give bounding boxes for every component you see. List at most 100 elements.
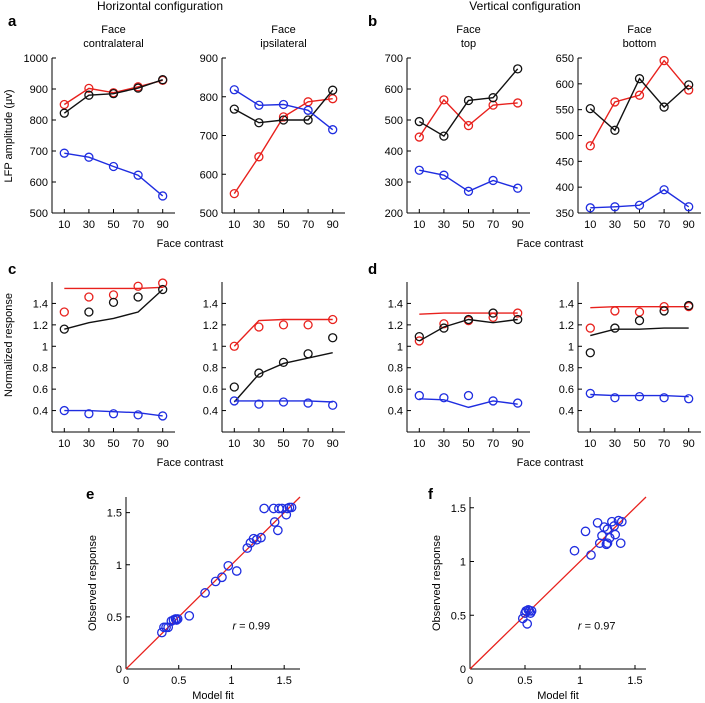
data-point-black-a1 [84,90,94,100]
y-tick-label-a2: 500 [200,208,218,220]
x-tick-label-d1: 30 [438,438,450,450]
y-tick-label-c1: 1 [42,341,48,353]
y-tick-label-f: 0 [460,664,466,676]
data-point-black-b1 [439,131,449,141]
y-tick-label-b2: 550 [556,105,574,117]
chart-e: 0 0.5 1 1.5 0 0.5 1 1.5 Model fit Observed respon… [87,496,301,702]
scatter-point-e [172,614,183,624]
ylabel-f: Observed response [431,535,443,631]
y-tick-label-b1: 500 [385,115,403,127]
series-line-red-c1 [64,286,163,290]
scatter-point-f [522,618,533,629]
chart-a1: 500 600 700 800 900 1000 10 30 50 70 90 Face contral… [24,24,175,231]
x-tick-label-a1: 90 [157,219,169,231]
x-tick-label-c2: 30 [253,438,265,450]
data-point-blue-b1 [488,175,498,186]
x-tick-label-d1: 10 [413,438,425,450]
y-tick-label-c2: 1.4 [203,298,218,310]
data-point-black-b1 [488,93,498,103]
data-point-blue-b2 [585,203,595,213]
x-tick-label-d2: 90 [683,438,695,450]
data-point-red-c2 [229,341,239,351]
x-tick-label-d1: 90 [512,438,524,450]
data-point-red-d2 [634,307,645,317]
data-point-red-d1 [513,308,523,318]
chart-a2: 500 600 700 800 900 10 30 50 70 90 Face ipsilateral [200,24,345,231]
scatter-point-e [268,503,279,514]
data-point-black-a1 [108,89,119,99]
panel-letter-d: d [368,261,377,278]
x-tick-label-c2: 90 [327,438,339,450]
data-point-blue-c1 [133,410,143,420]
data-point-blue-d2 [684,394,694,404]
scatter-point-e [200,588,210,598]
scatter-point-f [604,532,615,543]
data-point-black-b1 [513,64,523,74]
data-point-black-b2 [659,102,669,112]
x-tick-label-f: 0 [467,675,473,687]
y-tick-label-b1: 700 [385,53,403,65]
y-tick-label-e: 1.5 [107,508,122,520]
r-annotation-e: r = 0.99 [232,620,270,632]
x-tick-label-b2: 70 [658,219,670,231]
x-tick-label-b1: 90 [512,219,524,231]
x-tick-label-b2: 10 [584,219,596,231]
y-tick-label-b1: 200 [385,208,403,220]
scatter-point-f [610,529,621,540]
xlabel-e: Model fit [192,690,234,702]
scatter-point-e [256,532,266,543]
data-point-blue-a2 [278,99,289,110]
x-tick-label-f: 1 [577,675,583,687]
x-tick-label-e: 1.5 [277,675,292,687]
data-point-blue-a2 [229,85,239,95]
y-tick-label-d1: 1.2 [388,320,403,332]
data-point-blue-b2 [610,202,620,212]
data-point-red-d2 [659,301,669,312]
series-line-red-d1 [419,312,518,315]
chart-title-b1: Face [456,24,480,36]
series-line-blue-b2 [590,188,690,209]
y-tick-label-b1: 300 [385,177,403,189]
data-point-black-a2 [254,118,264,128]
y-tick-label-c1: 1.4 [33,298,48,310]
chart-title-a2: Face [271,24,295,36]
y-tick-label-b2: 500 [556,131,574,143]
data-point-red-d2 [610,306,620,316]
series-line-blue-b1 [419,169,518,193]
series-line-black-b2 [589,77,690,132]
series-line-red-b2 [589,59,690,147]
y-tick-label-a1: 700 [30,146,48,158]
x-tick-label-e: 0.5 [171,675,186,687]
y-tick-label-a2: 700 [200,131,218,143]
scatter-point-f [526,606,537,616]
x-tick-label-d2: 30 [609,438,621,450]
y-tick-label-c1: 0.6 [33,384,48,396]
y-tick-label-d1: 1 [397,341,403,353]
y-tick-label-b2: 400 [556,182,574,194]
x-tick-label-c1: 70 [132,438,144,450]
panel-letter-a: a [8,13,17,30]
x-tick-label-b1: 30 [438,219,450,231]
y-tick-label-c1: 1.2 [33,320,48,332]
scatter-point-e [242,543,253,553]
data-point-red-a2 [229,188,239,199]
y-tick-label-c2: 0.8 [203,363,218,375]
data-point-red-b1 [513,98,523,108]
data-point-black-a2 [229,104,239,114]
x-tick-label-a2: 50 [277,219,289,231]
chart-d1: 0.4 0.6 0.8 1 1.2 1.4 10 30 50 70 90 [388,282,530,450]
y-tick-label-d2: 1 [568,341,574,353]
y-tick-label-d2: 0.6 [559,384,574,396]
data-point-blue-b2 [659,185,669,195]
scatter-point-e [259,503,269,514]
scatter-point-f [592,517,603,528]
data-point-red-d1 [488,312,498,323]
x-tick-label-d2: 70 [658,438,670,450]
y-tick-label-d1: 1.4 [388,298,403,310]
header-vertical: Vertical configuration [469,0,580,13]
series-line-blue-a1 [64,152,164,197]
x-tick-label-e: 1 [228,675,234,687]
data-point-blue-d2 [634,391,645,402]
chart-title-b2: bottom [623,38,657,50]
